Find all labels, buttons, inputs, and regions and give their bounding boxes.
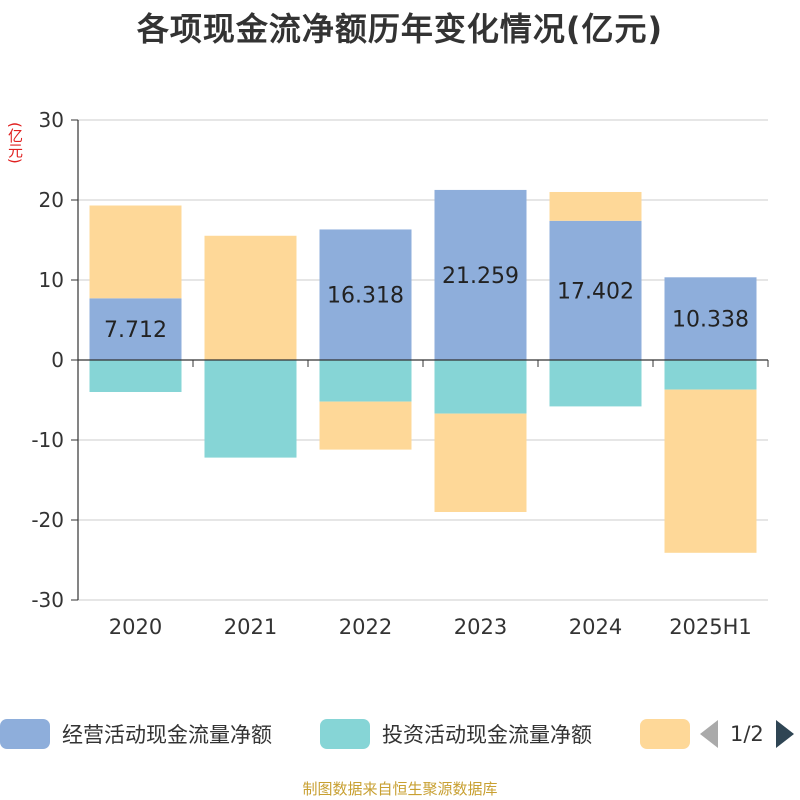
legend-swatch-financing xyxy=(640,719,690,749)
data-label-2024: 17.402 xyxy=(557,279,634,304)
bar-investing-2020 xyxy=(89,360,182,392)
legend-item-investing[interactable]: 投资活动现金流量净额 xyxy=(320,718,592,750)
bar-financing-2024 xyxy=(549,191,642,221)
x-tick-label-2020: 2020 xyxy=(109,615,162,639)
x-tick-label-2021: 2021 xyxy=(224,615,277,639)
x-tick-label-2022: 2022 xyxy=(339,615,392,639)
legend-next-page-icon[interactable] xyxy=(775,720,794,748)
bar-investing-2021 xyxy=(204,360,297,458)
legend-page-indicator: 1/2 xyxy=(730,722,764,746)
y-tick-label: 0 xyxy=(51,348,64,372)
bar-financing-2022 xyxy=(319,401,412,450)
bar-investing-2025H1 xyxy=(664,360,757,390)
data-label-2025H1: 10.338 xyxy=(672,308,749,333)
legend-item-financing[interactable] xyxy=(640,718,702,750)
bar-operating-2023 xyxy=(434,189,527,360)
bar-operating-2022 xyxy=(319,229,412,360)
bar-operating-2024 xyxy=(549,220,642,360)
bar-financing-2021 xyxy=(204,235,297,360)
y-tick-label: 10 xyxy=(39,268,64,292)
legend-prev-page-icon[interactable] xyxy=(700,720,718,748)
legend-label-investing: 投资活动现金流量净额 xyxy=(382,723,592,747)
bar-investing-2022 xyxy=(319,360,412,402)
y-tick-label: -20 xyxy=(31,508,64,532)
data-label-2022: 16.318 xyxy=(327,284,404,309)
data-label-2023: 21.259 xyxy=(442,264,519,289)
y-tick-label: -10 xyxy=(31,428,64,452)
bar-investing-2023 xyxy=(434,360,527,414)
chart-title: 各项现金流净额历年变化情况(亿元) xyxy=(136,10,664,48)
y-axis-unit-label: (亿元) xyxy=(6,122,24,164)
bar-financing-2023 xyxy=(434,413,527,512)
x-tick-label-2024: 2024 xyxy=(569,615,622,639)
legend-swatch-operating xyxy=(0,719,50,749)
bar-operating-2020 xyxy=(89,298,182,360)
y-tick-label: -30 xyxy=(31,588,64,612)
legend-label-operating: 经营活动现金流量净额 xyxy=(62,723,272,747)
bar-financing-2025H1 xyxy=(664,389,757,553)
bar-financing-2020 xyxy=(89,205,182,299)
y-tick-label: 20 xyxy=(39,188,64,212)
x-tick-label-2025H1: 2025H1 xyxy=(669,615,752,639)
y-tick-label: 30 xyxy=(39,108,64,132)
legend-item-operating[interactable]: 经营活动现金流量净额 xyxy=(0,718,272,750)
data-label-2020: 7.712 xyxy=(104,318,167,343)
bar-investing-2024 xyxy=(549,360,642,407)
legend-pager: 1/2 xyxy=(700,718,794,750)
data-source-note: 制图数据来自恒生聚源数据库 xyxy=(302,780,498,798)
bar-operating-2025H1 xyxy=(664,277,757,360)
x-tick-label-2023: 2023 xyxy=(454,615,507,639)
bar-chart: 30 20 10 0 -10 -20 -30 7.712 16.318 21.259 17.402 1… xyxy=(31,108,769,639)
legend-swatch-investing xyxy=(320,719,370,749)
legend: 经营活动现金流量净额 投资活动现金流量净额 1/2 xyxy=(0,714,800,756)
